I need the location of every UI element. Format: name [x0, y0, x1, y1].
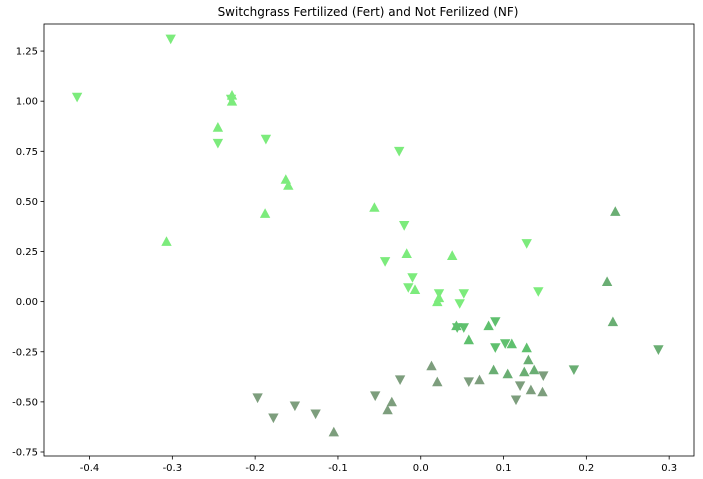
scatter-point-triangle-down [433, 289, 445, 299]
y-tick-label: 1.00 [16, 97, 38, 108]
y-tick-label: 1.25 [16, 47, 38, 58]
x-tick-label: -0.3 [163, 463, 183, 474]
scatter-point-triangle-down [463, 377, 474, 387]
scatter-point-triangle-up [529, 364, 540, 375]
scatter-point-triangle-down [71, 92, 83, 103]
scatter-point-triangle-down [379, 257, 391, 267]
scatter-point-triangle-up [506, 338, 517, 349]
scatter-point-triangle-down [399, 221, 410, 231]
scatter-point-triangle-down [252, 393, 263, 404]
scatter-point-triangle-down [289, 401, 301, 412]
x-tick-label: 0.0 [413, 463, 429, 474]
scatter-point-triangle-up [523, 354, 534, 365]
scatter-point-triangle-down [370, 391, 381, 402]
scatter-point-triangle-up [610, 206, 621, 216]
x-tick-label: 0.2 [578, 463, 594, 474]
plot-frame [43, 23, 695, 457]
scatter-point-triangle-up [426, 360, 437, 371]
scatter-point-triangle-down [452, 323, 463, 333]
scatter-point-triangle-up [382, 404, 393, 415]
chart-title: Switchgrass Fertilized (Fert) and Not Fe… [218, 5, 519, 19]
scatter-point-triangle-down [458, 323, 469, 333]
y-tick-label: 0.00 [16, 297, 38, 308]
scatter-point-triangle-up [601, 276, 613, 286]
scatter-point-triangle-up [386, 396, 397, 407]
scatter-point-triangle-down [454, 299, 465, 309]
scatter-point-triangle-down [538, 371, 549, 381]
scatter-point-triangle-up [525, 384, 537, 395]
scatter-point-triangle-down [268, 413, 279, 424]
y-tick-label: 0.50 [16, 197, 38, 208]
y-tick-label: 0.25 [16, 247, 38, 258]
scatter-point-triangle-up [521, 342, 532, 353]
x-tick-label: -0.4 [80, 463, 100, 474]
x-tick-label: -0.1 [328, 463, 348, 474]
scatter-point-triangle-up [259, 208, 271, 218]
scatter-point-triangle-down [510, 395, 522, 406]
scatter-point-triangle-up [328, 426, 339, 437]
scatter-point-triangle-down [514, 381, 526, 391]
scatter-point-triangle-down [394, 146, 405, 157]
scatter-point-triangle-down [165, 34, 176, 45]
plot-area [44, 24, 694, 456]
scatter-point-triangle-up [212, 122, 224, 132]
scatter-point-triangle-up [483, 320, 494, 331]
scatter-point-triangle-down [500, 339, 511, 349]
scatter-point-triangle-down [533, 287, 544, 297]
scatter-point-triangle-up [488, 364, 499, 375]
scatter-point-triangle-up [432, 376, 443, 387]
y-tick-label: -0.50 [12, 397, 38, 408]
scatter-point-triangle-down [403, 283, 414, 293]
scatter-point-triangle-up [432, 296, 443, 307]
scatter-point-triangle-up [283, 180, 294, 190]
x-tick-label: 0.1 [496, 463, 512, 474]
scatter-point-triangle-up [401, 248, 412, 258]
y-tick-label: 0.75 [16, 147, 38, 158]
y-tick-label: -0.25 [12, 347, 38, 358]
scatter-point-triangle-down [521, 239, 532, 249]
scatter-point-triangle-down [458, 289, 469, 299]
scatter-point-triangle-up [502, 368, 513, 379]
scatter-point-triangle-down [212, 138, 224, 149]
scatter-point-triangle-up [409, 284, 421, 294]
scatter-point-triangle-down [490, 317, 501, 327]
scatter-point-triangle-down [225, 94, 237, 105]
scatter-point-triangle-down [568, 365, 580, 375]
scatter-point-triangle-down [260, 134, 272, 145]
scatter-point-triangle-down [310, 409, 321, 420]
data-points [71, 34, 664, 437]
scatter-point-triangle-up [474, 374, 485, 385]
scatter-point-triangle-up [607, 316, 619, 327]
scatter-point-triangle-up [463, 334, 474, 345]
scatter-point-triangle-up [369, 202, 380, 212]
x-tick-label: 0.3 [661, 463, 677, 474]
scatter-point-triangle-up [537, 386, 548, 397]
scatter-point-triangle-down [394, 375, 406, 385]
scatter-point-triangle-up [519, 366, 530, 377]
scatter-point-triangle-down [653, 345, 664, 355]
scatter-point-triangle-down [407, 273, 418, 283]
scatter-point-triangle-down [490, 343, 501, 353]
scatter-point-triangle-up [447, 250, 458, 260]
scatter-point-triangle-up [161, 236, 172, 246]
x-tick-label: -0.2 [245, 463, 265, 474]
plot-background [44, 24, 694, 456]
axes: -0.4 -0.3 -0.2 -0.1 0.0 0.1 0.2 0.3 -0.75 -0.50 -0… [12, 23, 695, 474]
y-tick-label: -0.75 [12, 447, 38, 458]
